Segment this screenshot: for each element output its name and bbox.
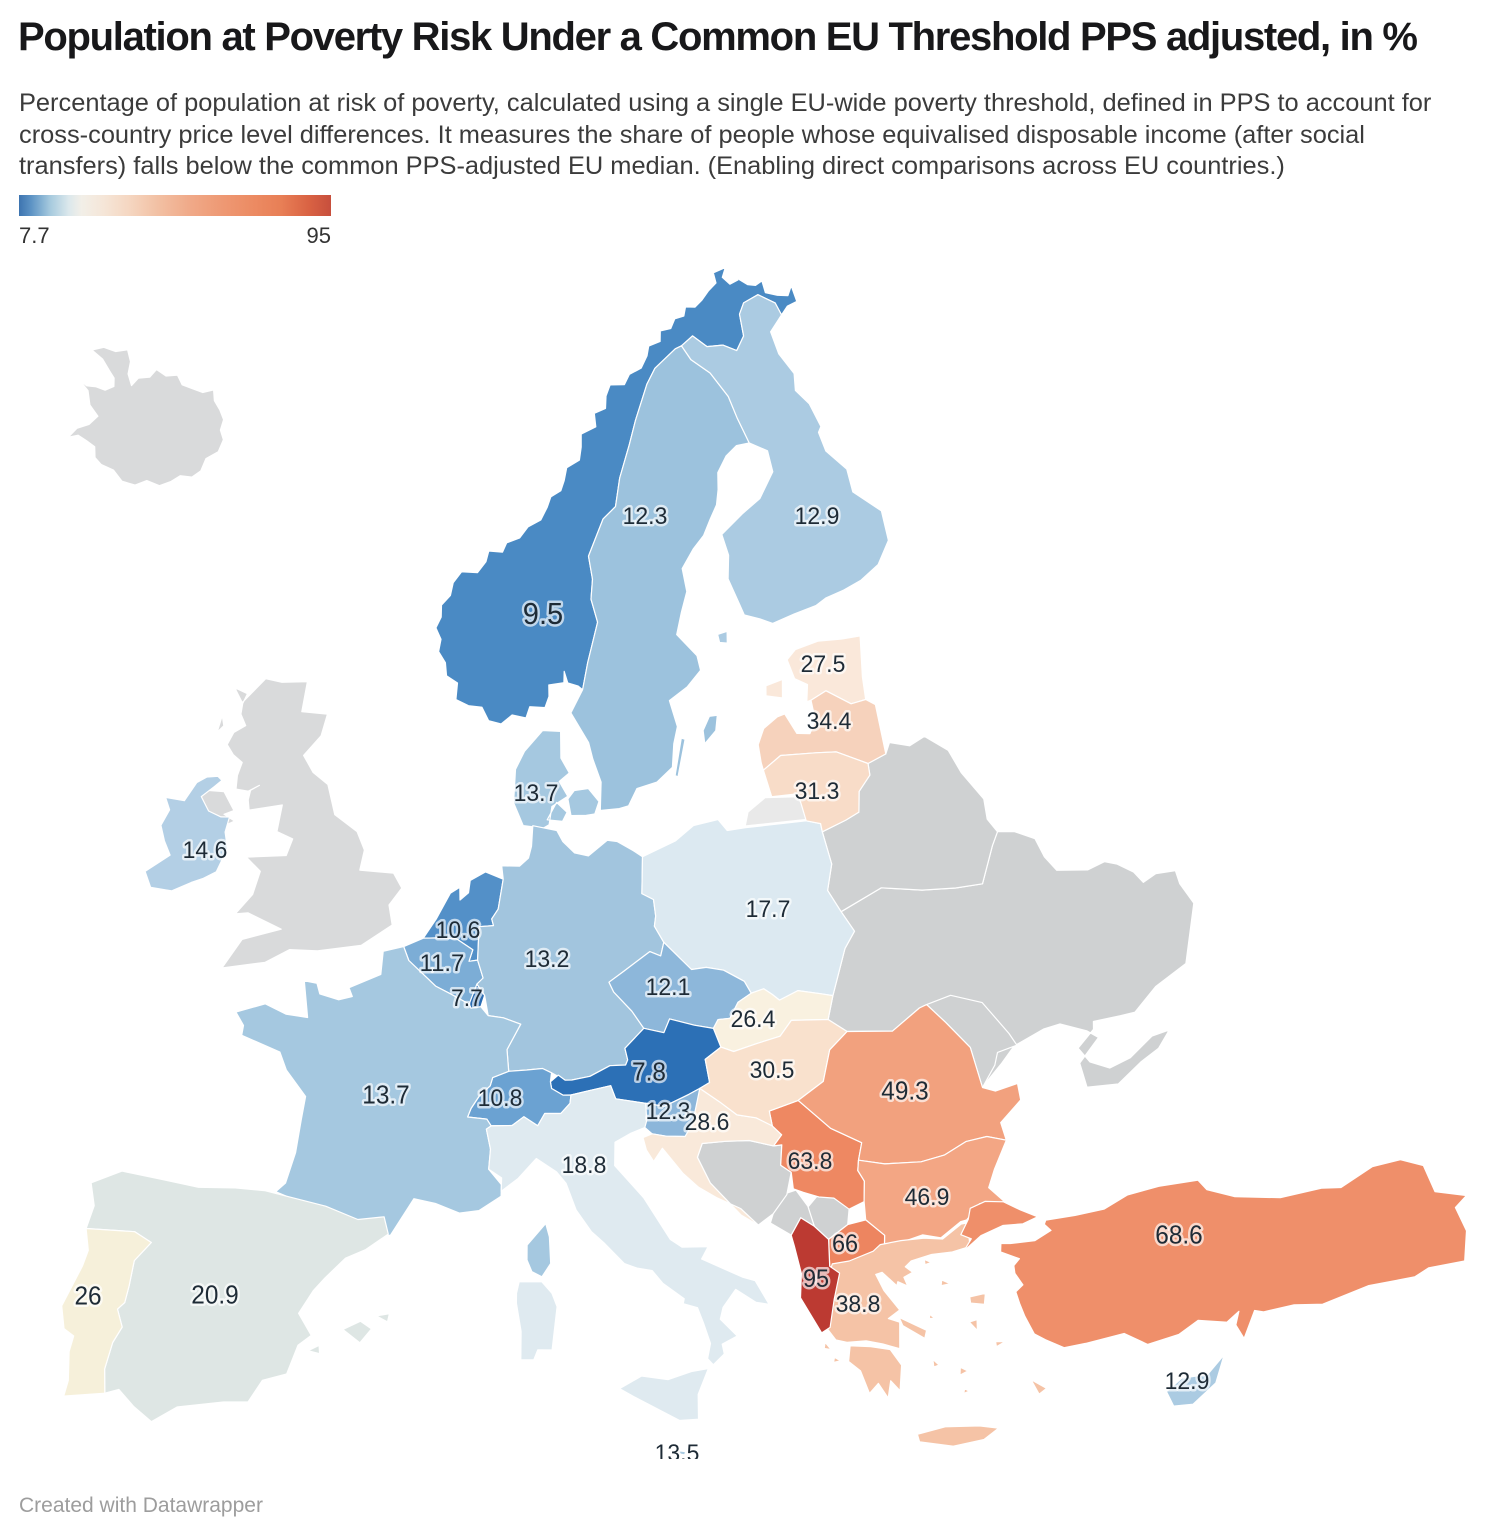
svg-text:30.5: 30.5 [750,1057,795,1084]
svg-text:46.9: 46.9 [905,1184,950,1211]
svg-text:34.4: 34.4 [807,708,852,735]
svg-text:10.6: 10.6 [436,917,481,944]
svg-text:31.3: 31.3 [795,778,840,805]
svg-text:28.6: 28.6 [685,1109,730,1136]
svg-text:12.3: 12.3 [623,503,668,530]
svg-text:7.8: 7.8 [632,1056,666,1086]
svg-text:12.9: 12.9 [795,503,840,530]
svg-text:68.6: 68.6 [1155,1219,1202,1249]
svg-text:18.8: 18.8 [562,1152,607,1179]
svg-text:7.7: 7.7 [451,985,483,1012]
svg-text:66: 66 [832,1230,858,1258]
svg-text:14.6: 14.6 [183,837,228,864]
svg-text:9.5: 9.5 [523,596,563,631]
svg-text:13.7: 13.7 [362,1079,409,1109]
svg-text:20.9: 20.9 [191,1279,238,1309]
svg-text:27.5: 27.5 [801,651,846,678]
svg-text:12.3: 12.3 [646,1098,691,1125]
svg-text:11.7: 11.7 [420,950,465,977]
svg-text:26.4: 26.4 [731,1006,776,1033]
svg-text:95: 95 [803,1265,829,1293]
svg-text:10.8: 10.8 [478,1085,523,1112]
svg-text:12.1: 12.1 [646,974,691,1001]
svg-text:38.8: 38.8 [836,1291,881,1318]
svg-text:12.9: 12.9 [1165,1368,1210,1395]
svg-text:49.3: 49.3 [881,1075,928,1105]
svg-text:13.2: 13.2 [525,946,570,973]
svg-text:63.8: 63.8 [788,1148,833,1175]
svg-text:17.7: 17.7 [746,896,791,923]
svg-text:13.7: 13.7 [514,780,559,807]
svg-text:26: 26 [74,1280,101,1310]
